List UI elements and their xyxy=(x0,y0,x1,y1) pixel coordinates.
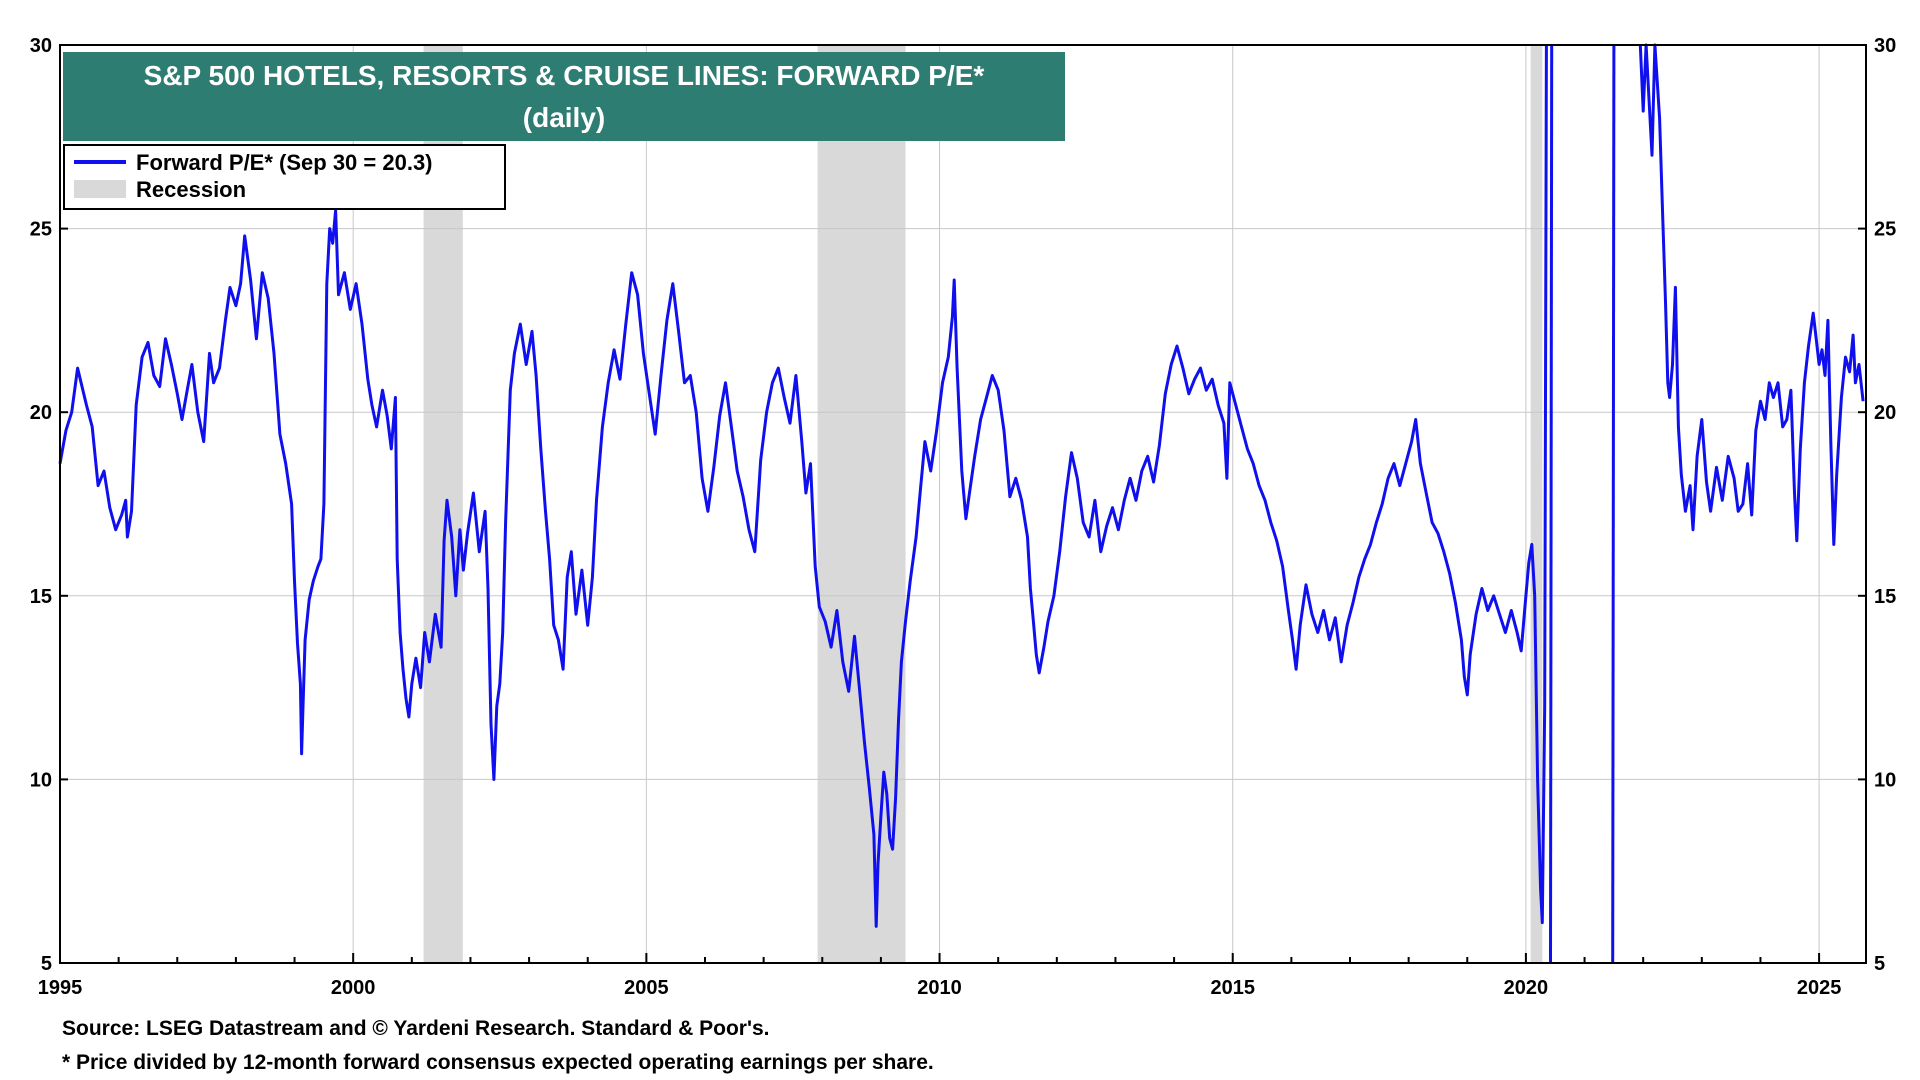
legend-box xyxy=(63,144,506,210)
y-tick-label-left-20: 20 xyxy=(30,402,52,424)
footer-source: Source: LSEG Datastream and © Yardeni Re… xyxy=(62,1017,770,1040)
x-tick-label-1995: 1995 xyxy=(38,977,83,999)
title-box xyxy=(63,52,1065,141)
x-tick-label-2000: 2000 xyxy=(331,977,376,999)
x-tick-label-2025: 2025 xyxy=(1797,977,1842,999)
y-tick-label-right-15: 15 xyxy=(1874,586,1896,608)
x-tick-label-2020: 2020 xyxy=(1504,977,1549,999)
y-tick-label-right-30: 30 xyxy=(1874,35,1896,57)
y-tick-label-left-5: 5 xyxy=(41,953,52,975)
x-tick-label-2005: 2005 xyxy=(624,977,669,999)
legend-label-recession: Recession xyxy=(136,177,246,202)
series-line-segment-2 xyxy=(1549,44,1554,964)
y-tick-label-left-30: 30 xyxy=(30,35,52,57)
legend-label-forward-pe: Forward P/E* (Sep 30 = 20.3) xyxy=(136,150,433,175)
gridlines xyxy=(60,45,1866,963)
y-tick-label-left-25: 25 xyxy=(30,219,52,241)
y-tick-label-right-10: 10 xyxy=(1874,769,1896,791)
series xyxy=(58,43,1865,964)
chart-subtitle: (daily) xyxy=(523,102,605,133)
plot-area-frame xyxy=(59,44,1867,964)
series-line-segment-1 xyxy=(58,44,1548,928)
series-line-segment-3 xyxy=(1611,44,1616,964)
footer-note: * Price divided by 12-month forward cons… xyxy=(62,1051,934,1074)
y-tick-label-left-10: 10 xyxy=(30,769,52,791)
x-tick-label-2010: 2010 xyxy=(917,977,962,999)
series-line-segment-4 xyxy=(1638,43,1865,546)
y-tick-label-right-25: 25 xyxy=(1874,219,1896,241)
chart-title: S&P 500 HOTELS, RESORTS & CRUISE LINES: … xyxy=(144,60,985,91)
legend-band-swatch xyxy=(74,180,126,198)
y-tick-label-left-15: 15 xyxy=(30,586,52,608)
y-tick-label-right-20: 20 xyxy=(1874,402,1896,424)
recession-band-2 xyxy=(817,45,906,963)
x-tick-label-2015: 2015 xyxy=(1210,977,1255,999)
recession-bands xyxy=(423,45,1543,963)
y-tick-label-right-5: 5 xyxy=(1874,953,1885,975)
recession-band-3 xyxy=(1530,45,1543,963)
